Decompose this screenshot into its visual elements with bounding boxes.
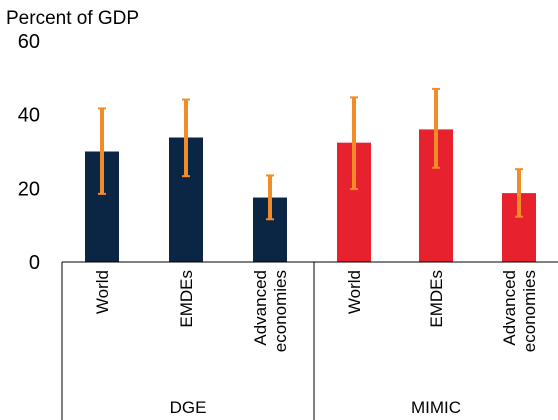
category-label: EMDEs <box>177 270 196 328</box>
y-axis-title: Percent of GDP <box>6 8 139 29</box>
y-tick-label-40: 40 <box>18 105 40 127</box>
category-label: EMDEs <box>427 270 446 328</box>
bars <box>85 129 536 262</box>
y-tick-label-0: 0 <box>29 252 40 274</box>
category-label: World <box>93 270 112 314</box>
group-labels: DGE MIMIC <box>170 398 461 417</box>
y-tick-label-20: 20 <box>18 178 40 200</box>
y-tick-label-60: 60 <box>18 31 40 53</box>
category-labels: World EMDEs Advancedeconomies World EMDEs Adv… <box>93 270 539 352</box>
error-bars <box>98 87 523 221</box>
category-label: Advancedeconomies <box>251 270 290 352</box>
axes <box>61 261 558 420</box>
y-axis-ticks: 0 20 40 60 <box>18 31 40 274</box>
group-label-mimic: MIMIC <box>411 398 461 417</box>
category-label: Advancedeconomies <box>500 270 539 352</box>
group-label-dge: DGE <box>170 398 207 417</box>
category-label: World <box>345 270 364 314</box>
